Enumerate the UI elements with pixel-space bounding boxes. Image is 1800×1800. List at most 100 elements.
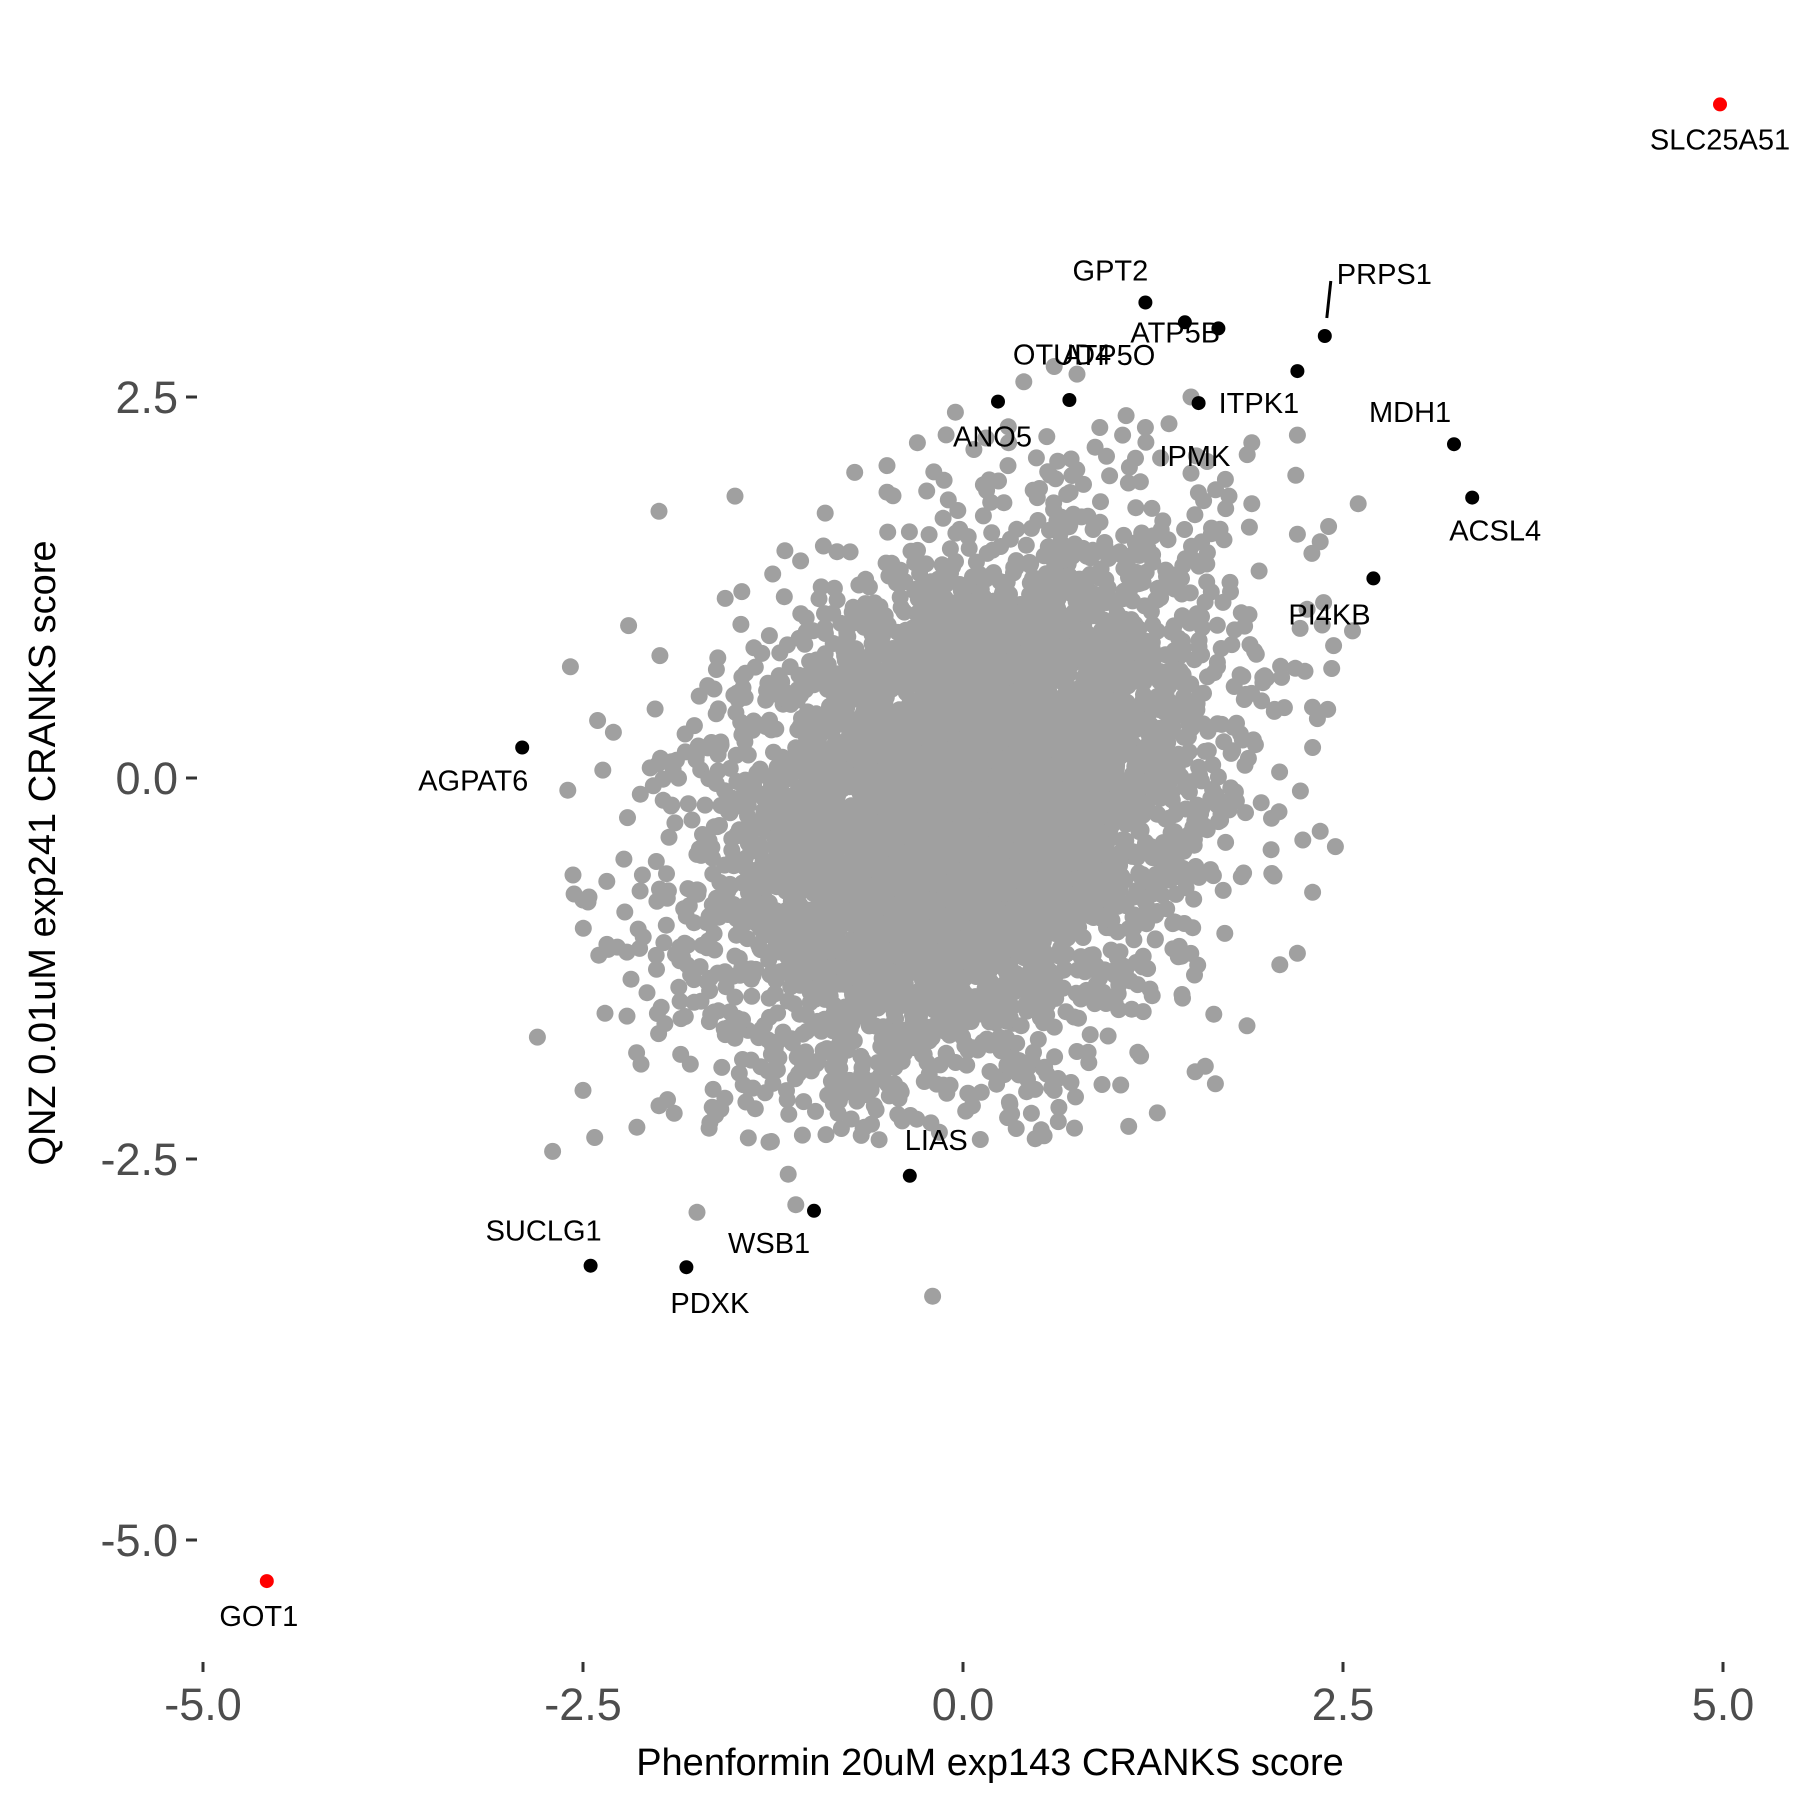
background-point: [1062, 450, 1080, 468]
background-point: [1171, 662, 1189, 680]
background-point: [816, 504, 834, 522]
background-point: [672, 1010, 690, 1028]
background-point: [1190, 631, 1208, 649]
background-point: [751, 760, 769, 778]
background-point: [1081, 1026, 1099, 1044]
background-point: [1047, 566, 1065, 584]
background-point: [1273, 668, 1291, 686]
background-point: [846, 666, 864, 684]
background-point: [1017, 536, 1035, 554]
background-point: [824, 604, 842, 622]
background-point: [817, 1126, 835, 1144]
background-point: [580, 888, 598, 906]
background-point: [900, 523, 918, 541]
background-point: [1158, 900, 1176, 918]
background-point: [589, 712, 607, 729]
background-point: [983, 524, 1001, 542]
background-point: [1232, 604, 1250, 622]
background-point: [1193, 646, 1211, 664]
background-point: [1207, 481, 1225, 499]
background-point: [750, 818, 768, 836]
background-point: [1090, 891, 1108, 909]
background-point: [598, 872, 616, 890]
background-point: [1067, 1088, 1084, 1106]
background-point: [1214, 593, 1232, 611]
background-point: [1210, 813, 1227, 831]
background-point: [1226, 783, 1244, 801]
background-point: [1195, 492, 1213, 510]
background-point: [935, 471, 953, 489]
background-point: [972, 1083, 990, 1101]
background-point: [687, 751, 705, 769]
background-point: [716, 589, 734, 607]
background-point: [564, 866, 582, 884]
background-point: [647, 853, 665, 870]
background-point: [1029, 1031, 1047, 1048]
background-point: [1012, 1017, 1030, 1035]
background-point: [1092, 493, 1109, 511]
background-point: [1187, 858, 1205, 875]
background-point: [683, 811, 701, 829]
background-point: [896, 1044, 914, 1062]
background-point: [959, 1085, 977, 1102]
background-point: [633, 866, 651, 884]
background-point: [561, 658, 579, 676]
background-point: [1075, 475, 1092, 493]
background-point: [658, 865, 675, 883]
background-point: [724, 789, 742, 807]
background-point: [707, 661, 725, 678]
background-point: [958, 1056, 976, 1074]
background-point: [793, 1126, 811, 1144]
background-point: [1119, 474, 1137, 492]
background-point: [812, 578, 830, 596]
background-point: [622, 970, 640, 988]
background-point: [1111, 943, 1129, 961]
background-point: [1184, 551, 1202, 569]
background-point: [657, 916, 675, 934]
background-point: [1344, 622, 1361, 640]
background-point: [957, 642, 975, 660]
background-point: [648, 960, 665, 978]
background-point: [1047, 470, 1065, 488]
background-point: [760, 1133, 778, 1151]
background-point: [732, 615, 750, 633]
background-point: [743, 987, 761, 1005]
background-point: [1203, 519, 1220, 537]
background-point: [716, 1089, 734, 1107]
background-point: [1173, 607, 1191, 625]
background-point: [1199, 742, 1217, 760]
background-point: [618, 1007, 636, 1025]
background-point: [647, 946, 665, 964]
background-point: [727, 746, 745, 764]
background-point: [1173, 986, 1191, 1003]
background-point: [670, 978, 688, 996]
background-point: [902, 542, 920, 560]
background-point: [1160, 415, 1178, 433]
background-point: [934, 509, 952, 527]
background-point: [721, 759, 739, 777]
background-point: [733, 583, 751, 601]
background-point: [790, 666, 808, 684]
background-point: [865, 1097, 883, 1115]
background-point: [667, 945, 684, 963]
background-point: [1206, 1075, 1224, 1093]
background-point: [1186, 506, 1204, 524]
background-point: [1062, 1074, 1080, 1091]
background-point: [1231, 666, 1249, 684]
background-point: [586, 1129, 604, 1146]
background-point: [690, 687, 708, 705]
background-point: [1262, 841, 1280, 859]
background-point: [1090, 641, 1108, 659]
background-point: [1236, 756, 1254, 774]
background-point: [1112, 1076, 1130, 1094]
background-point: [949, 502, 967, 519]
background-point: [1165, 828, 1183, 846]
background-point: [1221, 573, 1239, 591]
background-point: [739, 1129, 757, 1147]
background-point: [1117, 407, 1135, 425]
background-point: [995, 494, 1013, 512]
background-point: [1198, 453, 1216, 470]
background-point: [666, 814, 684, 832]
background-point: [981, 1063, 999, 1080]
